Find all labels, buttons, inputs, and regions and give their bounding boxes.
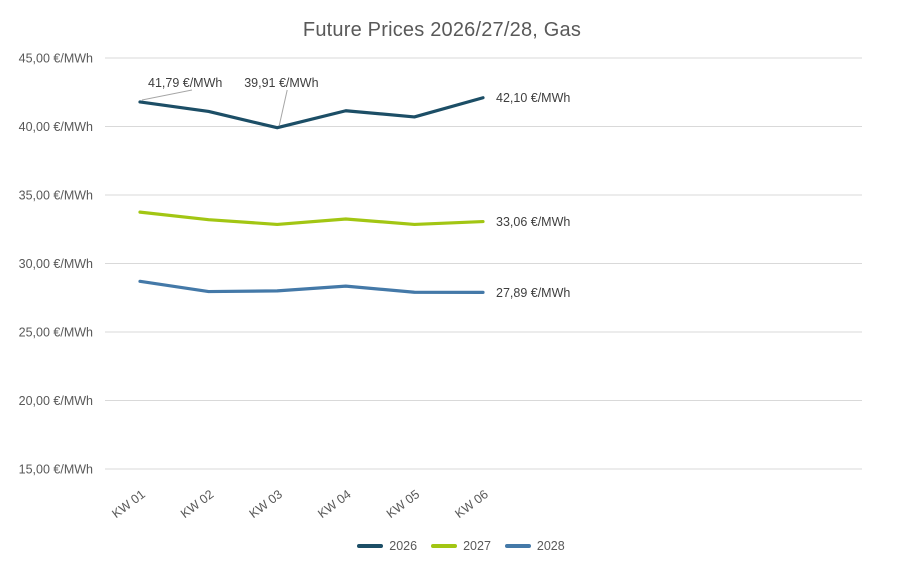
legend-label: 2028 xyxy=(536,539,565,553)
y-axis-tick-label: 25,00 €/MWh xyxy=(19,326,93,340)
y-axis-tick-label: 20,00 €/MWh xyxy=(19,394,93,408)
series-end-label: 42,10 €/MWh xyxy=(496,91,570,105)
y-axis-tick-label: 40,00 €/MWh xyxy=(19,120,93,134)
x-axis-tick-label: KW 04 xyxy=(315,487,353,521)
x-axis-tick-label: KW 03 xyxy=(247,487,285,521)
y-axis-tick-label: 15,00 €/MWh xyxy=(19,463,93,477)
y-axis-tick-label: 45,00 €/MWh xyxy=(19,52,93,66)
y-axis-tick-label: 35,00 €/MWh xyxy=(19,189,93,203)
legend-label: 2026 xyxy=(389,539,418,553)
series-end-label: 27,89 €/MWh xyxy=(496,286,570,300)
legend-swatch xyxy=(504,544,531,548)
x-axis-tick-label: KW 06 xyxy=(452,487,490,521)
label-leader-line xyxy=(278,89,288,126)
legend-item-2026[interactable]: 2026 xyxy=(357,539,417,553)
legend: 2026 2027 2028 xyxy=(0,536,922,556)
y-axis-tick-label: 30,00 €/MWh xyxy=(19,257,93,271)
label-leader-line xyxy=(141,89,193,101)
series-end-label: 33,06 €/MWh xyxy=(496,215,570,229)
data-point-label: 39,91 €/MWh xyxy=(244,76,318,90)
legend-item-2027[interactable]: 2027 xyxy=(431,539,491,553)
data-point-label: 41,79 €/MWh xyxy=(148,76,222,90)
legend-label: 2027 xyxy=(463,539,491,553)
series-line-2027[interactable] xyxy=(138,210,485,227)
x-axis-tick-label: KW 01 xyxy=(109,487,147,521)
legend-swatch xyxy=(431,544,458,548)
legend-swatch xyxy=(357,544,384,548)
legend-item-2028[interactable]: 2028 xyxy=(504,539,565,553)
series-line-2026[interactable] xyxy=(138,96,485,130)
x-axis-tick-label: KW 05 xyxy=(384,487,422,521)
chart-title: Future Prices 2026/27/28, Gas xyxy=(302,19,582,41)
series-line-2028[interactable] xyxy=(138,279,485,295)
x-axis-tick-label: KW 02 xyxy=(178,487,216,521)
